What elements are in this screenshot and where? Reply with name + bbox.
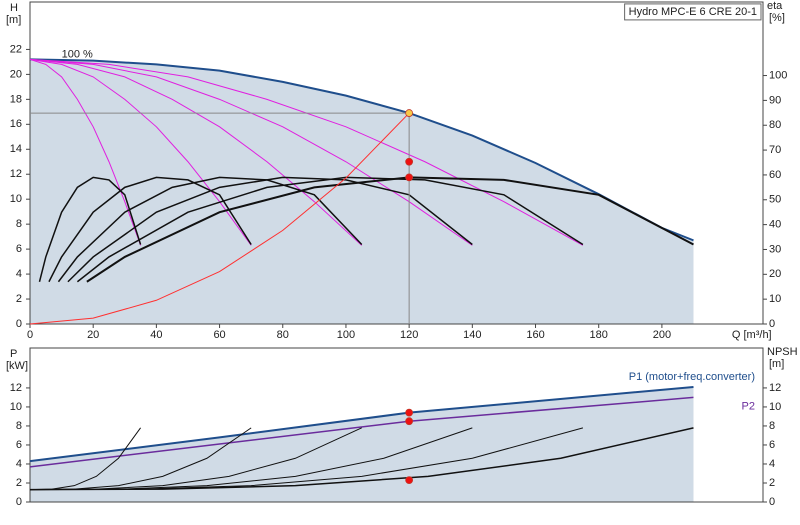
curve — [29, 427, 694, 491]
y-tick-label: 14 — [10, 143, 22, 155]
y-tick-label: 6 — [16, 243, 22, 255]
y2-tick-label: 0 — [769, 318, 775, 330]
y2-tick-label: 30 — [769, 243, 781, 255]
y2-tick-label: 20 — [769, 268, 781, 280]
series-label: P2 — [742, 400, 755, 412]
y2-tick-label: 90 — [769, 94, 781, 106]
y2-tick-label: 0 — [769, 496, 775, 508]
y-tick-label: 0 — [16, 318, 22, 330]
y2-axis-unit: [%] — [769, 12, 785, 24]
x-tick-label: 160 — [526, 329, 544, 341]
curve — [67, 176, 473, 283]
x-tick-label: 40 — [150, 329, 162, 341]
y2-tick-label: 70 — [769, 144, 781, 156]
y-tick-label: 12 — [10, 382, 22, 394]
x-tick-label: 120 — [400, 329, 418, 341]
y2-tick-label: 10 — [769, 293, 781, 305]
y-axis-unit: [kW] — [6, 360, 28, 372]
duty-point — [405, 408, 414, 417]
y-tick-label: 8 — [16, 218, 22, 230]
duty-point — [405, 109, 414, 117]
y2-tick-label: 50 — [769, 194, 781, 206]
y2-tick-label: 80 — [769, 119, 781, 131]
title-box — [624, 3, 762, 21]
curve — [29, 112, 410, 325]
y-tick-label: 2 — [16, 477, 22, 489]
curve — [86, 176, 694, 283]
y-tick-label: 4 — [16, 458, 22, 470]
curve — [29, 396, 694, 468]
annotation: 100 % — [62, 48, 93, 60]
y2-tick-label: 12 — [769, 382, 781, 394]
y-tick-label: 8 — [16, 420, 22, 432]
y-axis-unit: [m] — [6, 14, 21, 26]
y-tick-label: 2 — [16, 293, 22, 305]
y2-tick-label: 10 — [769, 401, 781, 413]
y-tick-label: 10 — [10, 193, 22, 205]
y-tick-label: 22 — [10, 43, 22, 55]
x-tick-label: 140 — [463, 329, 481, 341]
y2-tick-label: 6 — [769, 439, 775, 451]
series-label: P1 (motor+freq.converter) — [629, 371, 755, 383]
plot-frame — [29, 1, 764, 325]
y2-axis-unit: [m] — [769, 358, 784, 370]
y-tick-label: 12 — [10, 168, 22, 180]
y-tick-label: 20 — [10, 68, 22, 80]
duty-point — [405, 476, 414, 485]
y-tick-label: 18 — [10, 93, 22, 105]
y2-tick-label: 40 — [769, 219, 781, 231]
x-tick-label: 80 — [277, 329, 289, 341]
curve — [48, 176, 252, 283]
area-fill — [30, 59, 694, 324]
curve — [76, 176, 584, 283]
x-tick-label: 100 — [337, 329, 355, 341]
y-tick-label: 10 — [10, 401, 22, 413]
y2-axis-label: eta — [767, 0, 783, 12]
area-fill — [30, 386, 694, 502]
curve — [57, 176, 363, 283]
x-tick-label: 180 — [590, 329, 608, 341]
y2-tick-label: 4 — [769, 458, 775, 470]
x-tick-label: 200 — [653, 329, 671, 341]
duty-point — [405, 173, 414, 182]
curve — [38, 176, 142, 282]
y-tick-label: 0 — [16, 496, 22, 508]
y-axis-label: H — [10, 2, 18, 14]
y2-tick-label: 2 — [769, 477, 775, 489]
y2-tick-label: 8 — [769, 420, 775, 432]
y2-tick-label: 60 — [769, 169, 781, 181]
y-axis-label: P — [10, 348, 17, 360]
plot-frame — [29, 347, 764, 503]
duty-point — [405, 157, 414, 166]
x-tick-label: 60 — [213, 329, 225, 341]
x-tick-label: 0 — [27, 329, 33, 341]
chart-title: Hydro MPC-E 6 CRE 20-1 — [629, 6, 757, 18]
y-tick-label: 4 — [16, 268, 22, 280]
y2-axis-label: NPSH — [767, 346, 798, 358]
x-tick-label: 20 — [87, 329, 99, 341]
y2-tick-label: 100 — [769, 69, 787, 81]
y-tick-label: 6 — [16, 439, 22, 451]
duty-point — [405, 417, 414, 426]
x-axis-label: Q [m³/h] — [732, 329, 772, 341]
y-tick-label: 16 — [10, 118, 22, 130]
